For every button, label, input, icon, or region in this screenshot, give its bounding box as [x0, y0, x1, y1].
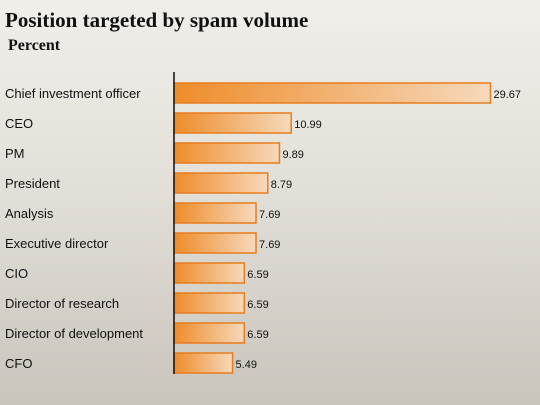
- category-label: Director of development: [5, 326, 143, 341]
- category-label: PM: [5, 146, 25, 161]
- category-label: Executive director: [5, 236, 109, 251]
- bar: [173, 172, 269, 194]
- data-label: 29.67: [493, 89, 521, 101]
- data-label: 8.79: [271, 179, 292, 191]
- bar: [173, 262, 246, 284]
- data-label: 7.69: [259, 239, 280, 251]
- data-label: 7.69: [259, 209, 280, 221]
- chart-subtitle: Percent: [8, 37, 61, 54]
- data-label: 6.59: [247, 269, 268, 281]
- bar: [173, 292, 246, 314]
- bar: [173, 232, 257, 254]
- data-label: 9.89: [282, 149, 303, 161]
- bar-group: Chief investment officer 29.67 CEO 10.99 PM 9…: [5, 82, 521, 374]
- bar: [173, 142, 281, 164]
- category-label: CEO: [5, 116, 33, 131]
- bar: [173, 82, 492, 104]
- category-label: Chief investment officer: [5, 86, 141, 101]
- category-label: CFO: [5, 356, 32, 371]
- category-label: Director of research: [5, 296, 119, 311]
- bar: [173, 112, 292, 134]
- data-label: 5.49: [236, 359, 257, 371]
- bar: [173, 202, 257, 224]
- chart-title: Position targeted by spam volume: [5, 8, 308, 32]
- category-label: President: [5, 176, 60, 191]
- data-label: 10.99: [294, 119, 322, 131]
- bar: [173, 352, 234, 374]
- data-label: 6.59: [247, 329, 268, 341]
- category-label: CIO: [5, 266, 28, 281]
- category-label: Analysis: [5, 206, 54, 221]
- data-label: 6.59: [247, 299, 268, 311]
- bar: [173, 322, 246, 344]
